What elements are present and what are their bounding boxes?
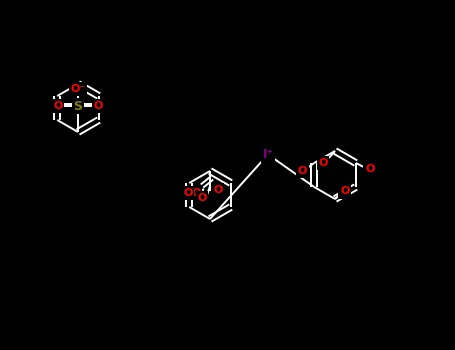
Text: I⁺: I⁺ [263, 148, 273, 161]
Text: O: O [340, 186, 350, 196]
Text: O: O [318, 158, 328, 168]
Text: O: O [365, 164, 374, 174]
Text: O: O [183, 188, 192, 198]
Text: O: O [339, 187, 349, 197]
Text: O⁻: O⁻ [71, 84, 86, 94]
Text: O: O [191, 188, 201, 198]
Text: O: O [197, 193, 207, 203]
Text: O: O [298, 166, 307, 176]
Text: O: O [213, 185, 222, 195]
Text: S: S [74, 99, 82, 112]
Text: O: O [93, 101, 103, 111]
Text: O: O [53, 101, 63, 111]
